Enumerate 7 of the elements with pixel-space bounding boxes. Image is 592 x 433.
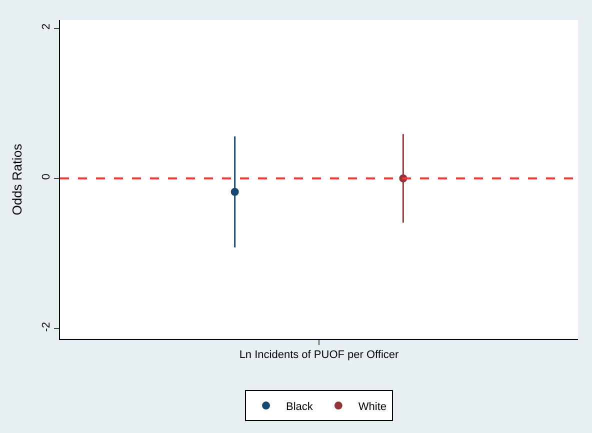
y-tick-label: -2 (40, 322, 53, 332)
legend-label: White (358, 400, 387, 413)
y-axis-title: Odds Ratios (10, 143, 25, 216)
legend-label: Black (286, 400, 314, 413)
y-tick-label: 2 (40, 24, 53, 30)
x-tick-label: Ln Incidents of PUOF per Officer (239, 349, 400, 362)
y-tick-label: 0 (40, 174, 53, 180)
